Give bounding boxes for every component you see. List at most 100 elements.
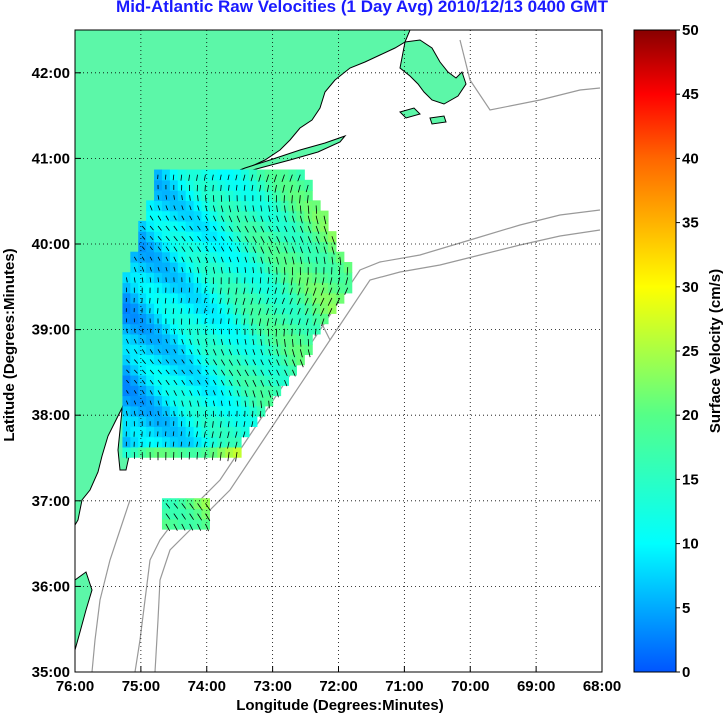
velocity-vector	[197, 256, 201, 263]
velocity-vector	[228, 379, 233, 387]
velocity-vector	[266, 287, 270, 294]
velocity-vector	[212, 267, 215, 274]
velocity-vector	[197, 328, 199, 336]
velocity-vector	[244, 400, 247, 408]
velocity-vector	[312, 287, 317, 296]
velocity-vector	[157, 369, 162, 375]
velocity-vector	[173, 256, 177, 262]
velocity-vector	[165, 503, 171, 510]
velocity-vector	[284, 246, 288, 254]
velocity-vector	[244, 349, 248, 355]
velocity-vector	[251, 421, 254, 428]
velocity-vector	[189, 225, 193, 231]
velocity-vector	[228, 184, 230, 191]
velocity-vector	[242, 308, 246, 316]
velocity-vector	[165, 513, 171, 520]
velocity-vector	[197, 379, 201, 385]
velocity-vector	[336, 287, 341, 296]
velocity-vector	[189, 523, 194, 531]
velocity-vector	[307, 256, 310, 264]
colorbar-tick-label: 40	[682, 150, 699, 167]
velocity-vector	[268, 390, 272, 398]
velocity-vector	[228, 267, 231, 274]
velocity-vector	[276, 267, 278, 275]
velocity-vector	[172, 431, 175, 436]
colorbar-tick-label: 50	[682, 22, 699, 39]
velocity-vector	[211, 297, 214, 304]
velocity-vector	[141, 266, 145, 272]
velocity-vector	[299, 215, 303, 224]
velocity-vector	[205, 225, 209, 231]
velocity-vector	[252, 236, 257, 243]
velocity-vector	[292, 225, 296, 233]
velocity-vector	[203, 431, 206, 438]
velocity-vector	[173, 236, 178, 242]
velocity-vector	[299, 236, 304, 243]
velocity-vector	[276, 215, 279, 222]
velocity-vector	[307, 225, 312, 234]
velocity-vector	[212, 184, 214, 192]
velocity-vector	[299, 328, 301, 336]
velocity-vector	[276, 256, 279, 265]
velocity-vector	[268, 267, 270, 275]
velocity-vector	[227, 308, 230, 315]
velocity-vector	[321, 318, 325, 327]
velocity-vector	[181, 328, 183, 335]
velocity-vector	[306, 328, 309, 336]
velocity-vector	[276, 390, 279, 398]
colorbar	[633, 29, 677, 673]
velocity-vector	[236, 359, 241, 366]
velocity-vector	[260, 215, 264, 222]
velocity-vector	[149, 328, 152, 333]
velocity-vector	[268, 225, 272, 233]
velocity-vector	[204, 308, 206, 314]
y-tick-label: 36:00	[32, 578, 70, 595]
velocity-vector	[236, 215, 241, 223]
velocity-vector	[284, 236, 288, 243]
colorbar-tick-label: 30	[682, 279, 699, 296]
velocity-vector	[227, 297, 230, 305]
velocity-vector	[323, 246, 327, 255]
velocity-vector	[323, 225, 328, 235]
velocity-vector	[235, 308, 238, 315]
velocity-vector	[243, 174, 246, 181]
velocity-vector	[244, 215, 248, 223]
velocity-vector	[305, 308, 309, 316]
velocity-vector	[236, 338, 239, 345]
velocity-vector	[315, 236, 320, 244]
velocity-vector	[173, 400, 176, 407]
velocity-vector	[328, 287, 333, 296]
velocity-vector	[133, 338, 137, 344]
coastal-contour	[91, 499, 131, 672]
velocity-vector	[252, 400, 255, 408]
velocity-vector	[157, 328, 160, 334]
velocity-vector	[181, 503, 187, 510]
velocity-vector	[260, 379, 265, 387]
velocity-vector	[180, 174, 183, 181]
velocity-vector	[323, 256, 326, 265]
velocity-vector	[164, 297, 167, 304]
velocity-vector	[188, 441, 191, 447]
velocity-vector	[228, 205, 232, 213]
velocity-vector	[149, 349, 153, 354]
velocity-vector	[165, 369, 170, 375]
velocity-vector	[319, 297, 325, 306]
velocity-vector	[299, 338, 302, 347]
velocity-vector	[236, 267, 239, 273]
velocity-vector	[133, 379, 138, 384]
velocity-vector	[189, 390, 193, 396]
x-tick-label: 73:00	[253, 678, 291, 695]
velocity-vector	[292, 349, 295, 358]
velocity-vector	[268, 369, 272, 376]
velocity-vector	[141, 246, 145, 250]
velocity-vector	[292, 246, 296, 254]
velocity-vector	[268, 379, 272, 387]
velocity-vector	[236, 390, 240, 397]
velocity-vector	[258, 318, 262, 326]
velocity-vector	[243, 287, 246, 295]
velocity-vector	[283, 277, 285, 285]
velocity-vector	[197, 523, 202, 531]
velocity-vector	[228, 369, 234, 376]
velocity-vector	[203, 441, 206, 448]
velocity-vector	[205, 349, 209, 356]
